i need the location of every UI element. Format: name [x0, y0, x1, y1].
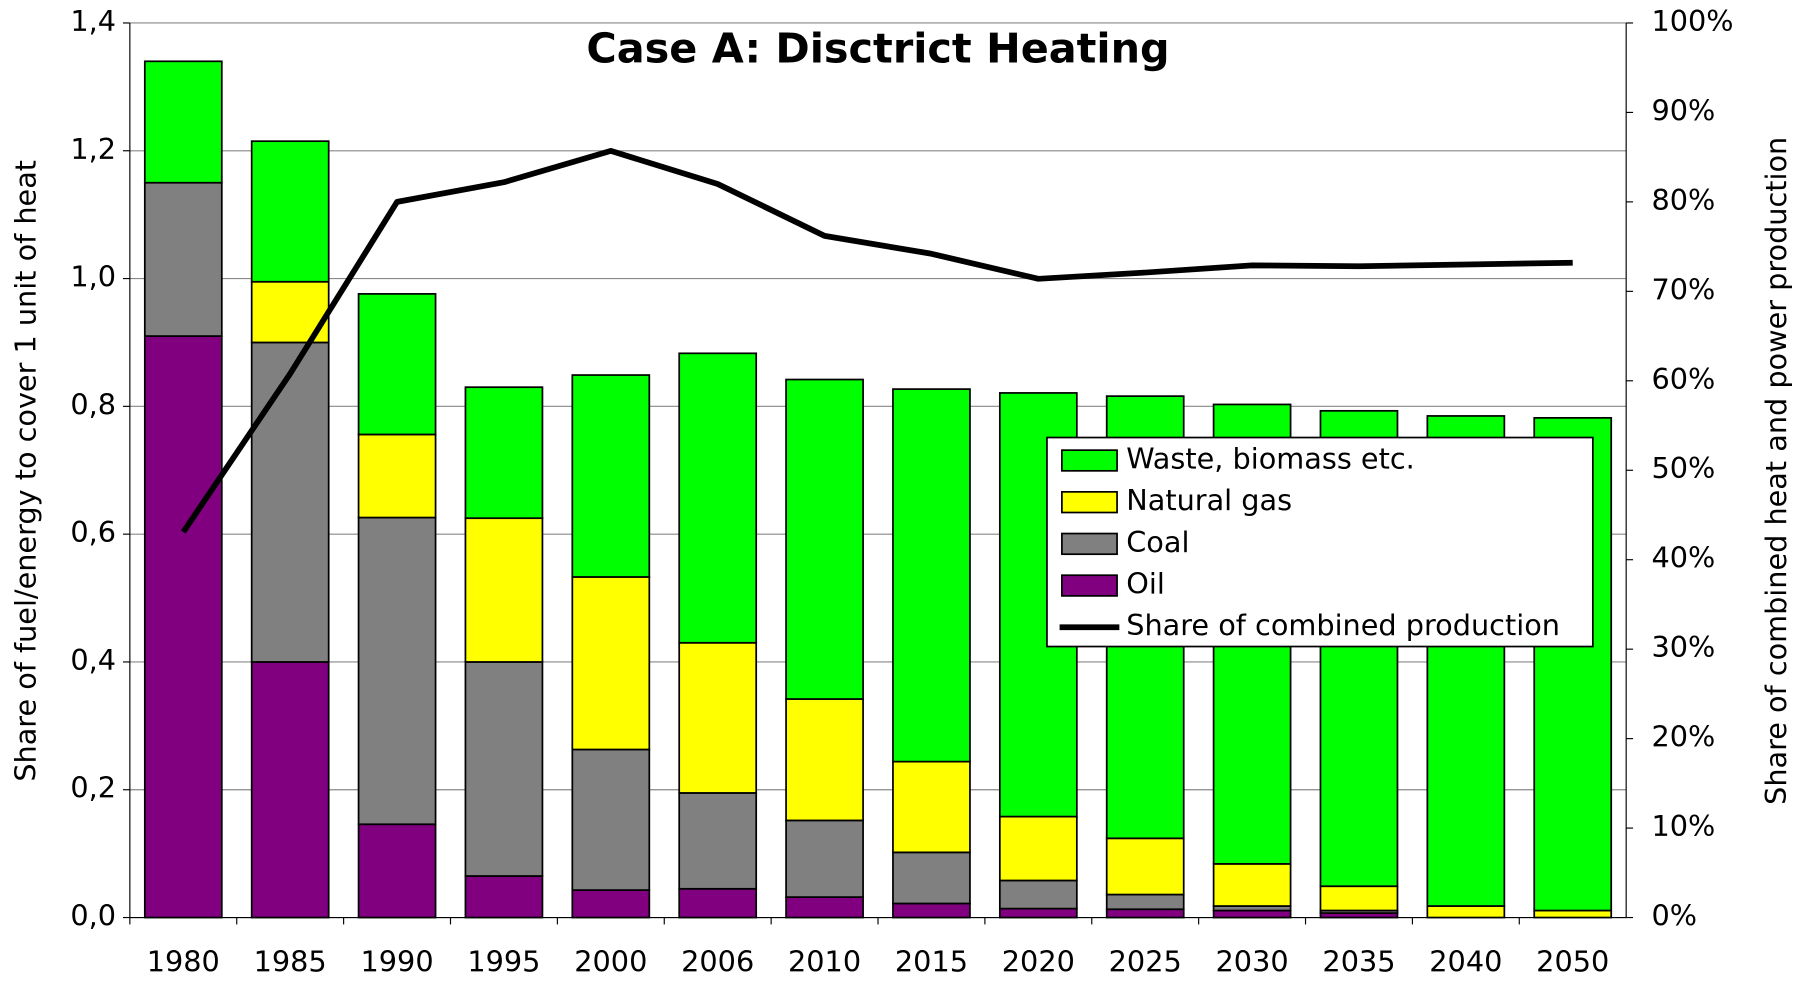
bar-segment: [1212, 863, 1292, 907]
y2-tick-label: 20%: [1651, 720, 1715, 754]
bar-segment: [892, 388, 971, 763]
x-tick-label: 2035: [1322, 944, 1395, 978]
legend-label: Waste, biomass etc.: [1126, 442, 1415, 476]
bar-segment: [464, 386, 544, 520]
line-series: [180, 148, 1573, 534]
legend-swatch: [1061, 490, 1118, 514]
bar-segment: [357, 433, 437, 519]
y2-tick-label: 70%: [1651, 272, 1715, 306]
bar-segment: [678, 792, 758, 890]
y2-axis-label: Share of combined heat and power product…: [1759, 137, 1793, 805]
bar-segment: [892, 851, 971, 905]
y-axis-label: Share of fuel/energy to cover 1 unit of …: [9, 160, 43, 782]
y2-tick-label: 100%: [1651, 4, 1733, 38]
x-tick-label: 2020: [1002, 944, 1075, 978]
y-tick-label: 0,8: [70, 387, 116, 421]
bar-segment: [1426, 905, 1506, 919]
y2-tick-label: 10%: [1651, 809, 1715, 843]
x-tick-label: 2000: [574, 944, 647, 978]
bar-segment: [785, 378, 864, 700]
bar-segment: [143, 181, 223, 337]
y-tick-label: 0,2: [70, 771, 116, 805]
bar-segment: [678, 352, 758, 644]
bar-segment: [357, 293, 437, 436]
y-tick-label: 0,0: [70, 899, 116, 933]
legend-label: Natural gas: [1126, 483, 1292, 517]
bar-segment: [1105, 908, 1185, 919]
bar-segment: [571, 576, 651, 751]
x-tick-label: 1980: [147, 944, 220, 978]
bar-segment: [998, 879, 1078, 910]
bar-segment: [571, 748, 651, 891]
legend-swatch: [1061, 574, 1118, 597]
chart-title: Case A: Disctrict Heating: [586, 25, 1169, 73]
x-tick-label: 2050: [1536, 944, 1609, 978]
bar-segment: [357, 516, 437, 826]
y-tick-label: 1,4: [70, 4, 116, 38]
bar-segment: [678, 641, 758, 794]
legend-label: Coal: [1126, 525, 1189, 559]
y-tick-label: 1,0: [70, 260, 116, 294]
bar-segment: [785, 698, 864, 822]
x-tick-label: 2040: [1429, 944, 1502, 978]
y2-tick-label: 0%: [1651, 899, 1697, 933]
x-tick-label: 1985: [254, 944, 327, 978]
legend-label: Share of combined production: [1126, 608, 1560, 642]
bar-segment: [250, 341, 330, 663]
bar-segment: [1105, 837, 1185, 896]
y-tick-label: 0,4: [70, 643, 116, 677]
y2-tick-label: 30%: [1651, 630, 1715, 664]
y2-tick-label: 60%: [1651, 362, 1715, 396]
x-tick-label: 1990: [361, 944, 434, 978]
y2-tick-label: 50%: [1651, 451, 1715, 485]
legend-swatch: [1061, 449, 1118, 472]
legend-box: [1046, 436, 1594, 648]
bar-segment: [785, 896, 864, 919]
y-tick-label: 0,6: [70, 515, 116, 549]
bar-segment: [464, 517, 544, 663]
legend-swatch: [1061, 532, 1118, 556]
y2-tick-label: 80%: [1651, 183, 1715, 217]
bar-segment: [250, 661, 330, 919]
bar-segment: [464, 875, 544, 919]
bar-segment: [1533, 909, 1613, 919]
bar-segment: [464, 661, 544, 877]
legend-label: Oil: [1126, 567, 1165, 601]
bar-segment: [1319, 885, 1399, 912]
bar-segment: [892, 760, 971, 854]
x-tick-label: 2010: [788, 944, 861, 978]
x-tick-label: 2025: [1109, 944, 1182, 978]
x-tick-label: 2015: [895, 944, 968, 978]
y-tick-label: 1,2: [70, 132, 116, 166]
x-tick-label: 2006: [681, 944, 754, 978]
bar-segment: [143, 335, 223, 919]
bar-segment: [1105, 893, 1185, 911]
x-tick-label: 1995: [467, 944, 540, 978]
bar-segment: [143, 60, 223, 184]
bar-segment: [357, 823, 437, 919]
bar-segment: [892, 902, 971, 919]
bar-segment: [571, 889, 651, 919]
bar-segment: [1212, 909, 1292, 919]
bar-segment: [785, 819, 864, 898]
x-tick-label: 2030: [1216, 944, 1289, 978]
y2-tick-label: 90%: [1651, 93, 1715, 127]
bar-segment: [998, 907, 1078, 919]
y2-tick-label: 40%: [1651, 541, 1715, 575]
bar-segment: [678, 887, 758, 919]
bar-segment: [998, 815, 1078, 882]
bar-segment: [571, 374, 651, 578]
bar-segment: [250, 140, 330, 283]
